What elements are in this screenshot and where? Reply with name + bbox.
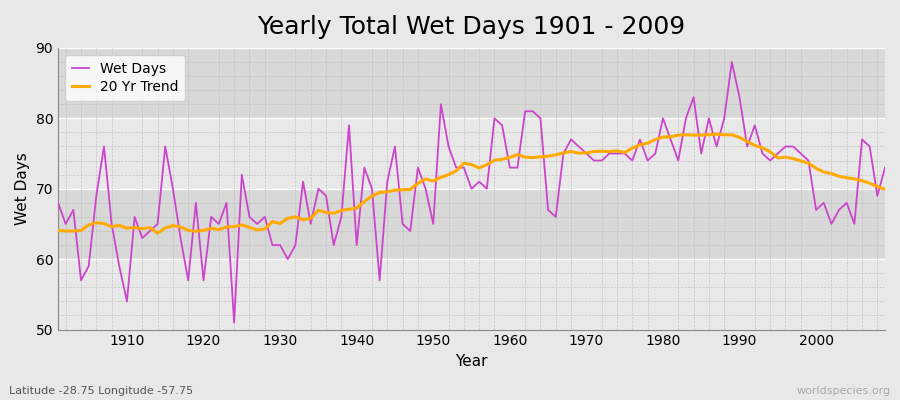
X-axis label: Year: Year xyxy=(455,354,488,369)
Wet Days xyxy=(726,60,737,64)
20 Yr Trend xyxy=(604,149,615,154)
20 Yr Trend xyxy=(152,231,163,236)
Bar xyxy=(58,48,885,118)
20 Yr Trend xyxy=(336,208,346,213)
Wet Days xyxy=(336,214,346,219)
Text: worldspecies.org: worldspecies.org xyxy=(796,386,891,396)
20 Yr Trend xyxy=(290,214,301,219)
Legend: Wet Days, 20 Yr Trend: Wet Days, 20 Yr Trend xyxy=(65,55,185,101)
20 Yr Trend xyxy=(52,228,63,233)
Title: Yearly Total Wet Days 1901 - 2009: Yearly Total Wet Days 1901 - 2009 xyxy=(257,15,686,39)
Wet Days xyxy=(504,165,515,170)
Bar xyxy=(58,118,885,189)
20 Yr Trend xyxy=(879,187,890,192)
Wet Days xyxy=(229,320,239,325)
Wet Days xyxy=(290,243,301,248)
Wet Days xyxy=(52,200,63,205)
Wet Days xyxy=(114,264,125,269)
Wet Days xyxy=(512,165,523,170)
Wet Days xyxy=(879,165,890,170)
Bar xyxy=(58,189,885,259)
Y-axis label: Wet Days: Wet Days xyxy=(15,152,30,225)
Wet Days xyxy=(604,151,615,156)
Text: Latitude -28.75 Longitude -57.75: Latitude -28.75 Longitude -57.75 xyxy=(9,386,194,396)
Bar xyxy=(58,259,885,330)
Line: 20 Yr Trend: 20 Yr Trend xyxy=(58,134,885,233)
20 Yr Trend xyxy=(711,132,722,136)
Line: Wet Days: Wet Days xyxy=(58,62,885,322)
20 Yr Trend xyxy=(512,152,523,157)
20 Yr Trend xyxy=(114,223,125,228)
20 Yr Trend xyxy=(504,155,515,160)
